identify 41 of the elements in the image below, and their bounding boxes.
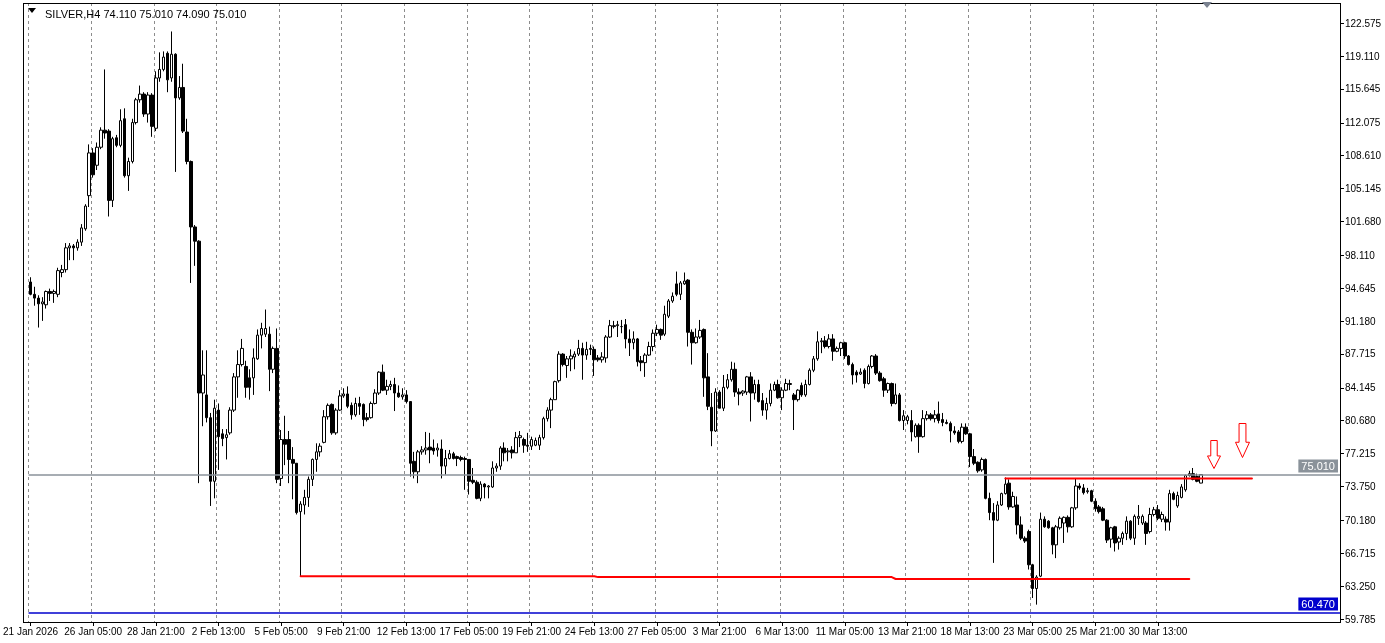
y-tick-label: 108.610 — [1345, 150, 1382, 162]
y-tick-label: 77.215 — [1345, 448, 1377, 460]
x-tick-label: 24 Feb 13:00 — [564, 625, 625, 637]
y-tick-label: 101.680 — [1345, 215, 1382, 227]
x-tick-label: 27 Feb 05:00 — [627, 625, 687, 637]
y-tick-label: 63.250 — [1345, 580, 1377, 592]
x-tick-label: 26 Jan 05:00 — [64, 625, 123, 637]
y-tick-label: 80.680 — [1345, 415, 1377, 427]
x-tick-label: 30 Mar 13:00 — [1128, 625, 1188, 637]
y-tick-label: 115.645 — [1345, 83, 1381, 95]
y-tick-label: 94.645 — [1345, 282, 1377, 294]
y-tick-label: 73.750 — [1345, 480, 1377, 492]
y-tick-label: 98.110 — [1345, 249, 1376, 261]
x-tick-label: 28 Jan 21:00 — [126, 625, 186, 637]
y-tick-label: 59.785 — [1345, 613, 1377, 625]
x-tick-label: 11 Mar 05:00 — [815, 625, 875, 637]
x-tick-label: 18 Mar 13:00 — [940, 625, 1000, 637]
x-tick-label: 5 Feb 05:00 — [254, 625, 309, 637]
y-tick-label: 122.575 — [1345, 17, 1382, 29]
chart-title: SILVER,H4 74.110 75.010 74.090 75.010 — [45, 7, 247, 20]
x-tick-label: 2 Feb 13:00 — [191, 625, 246, 637]
ref-line-label: 75.010 — [1301, 460, 1335, 473]
x-tick-label: 21 Jan 2026 — [2, 625, 59, 637]
x-tick-label: 23 Mar 05:00 — [1003, 625, 1063, 637]
ref-line-label: 60.470 — [1301, 598, 1335, 611]
y-tick-label: 66.715 — [1345, 547, 1377, 559]
x-tick-label: 17 Feb 05:00 — [439, 625, 499, 637]
y-tick-label: 112.075 — [1345, 117, 1381, 129]
x-tick-label: 6 Mar 13:00 — [755, 625, 810, 637]
y-tick-label: 105.145 — [1345, 183, 1382, 195]
y-tick-label: 91.180 — [1345, 315, 1377, 327]
x-tick-label: 3 Mar 21:00 — [692, 625, 747, 637]
x-tick-label: 13 Mar 21:00 — [877, 625, 938, 637]
y-tick-label: 119.110 — [1345, 50, 1381, 62]
x-tick-label: 9 Feb 21:00 — [317, 625, 371, 637]
x-tick-label: 25 Mar 21:00 — [1065, 625, 1126, 637]
x-tick-label: 19 Feb 21:00 — [502, 625, 562, 637]
y-tick-label: 87.715 — [1345, 348, 1377, 360]
y-tick-label: 84.145 — [1345, 382, 1377, 394]
y-tick-label: 70.180 — [1345, 514, 1377, 526]
x-tick-label: 12 Feb 13:00 — [376, 625, 437, 637]
